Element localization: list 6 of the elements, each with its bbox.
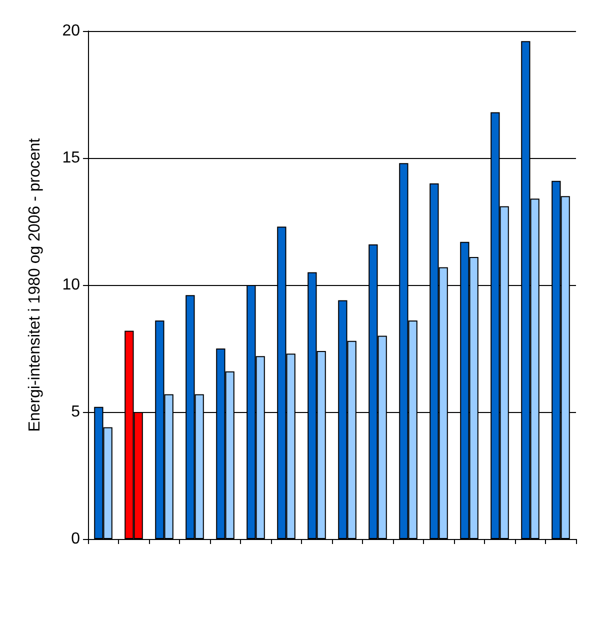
y-tick-label: 10 (62, 276, 80, 294)
y-tick-label: 5 (71, 404, 80, 420)
y-tick-label: 20 (62, 22, 80, 40)
y-axis-title: Energi-intensitet i 1980 og 2006 - procent (26, 138, 44, 432)
y-tick-label: 0 (71, 530, 80, 548)
y-tick-label: 15 (62, 150, 80, 166)
